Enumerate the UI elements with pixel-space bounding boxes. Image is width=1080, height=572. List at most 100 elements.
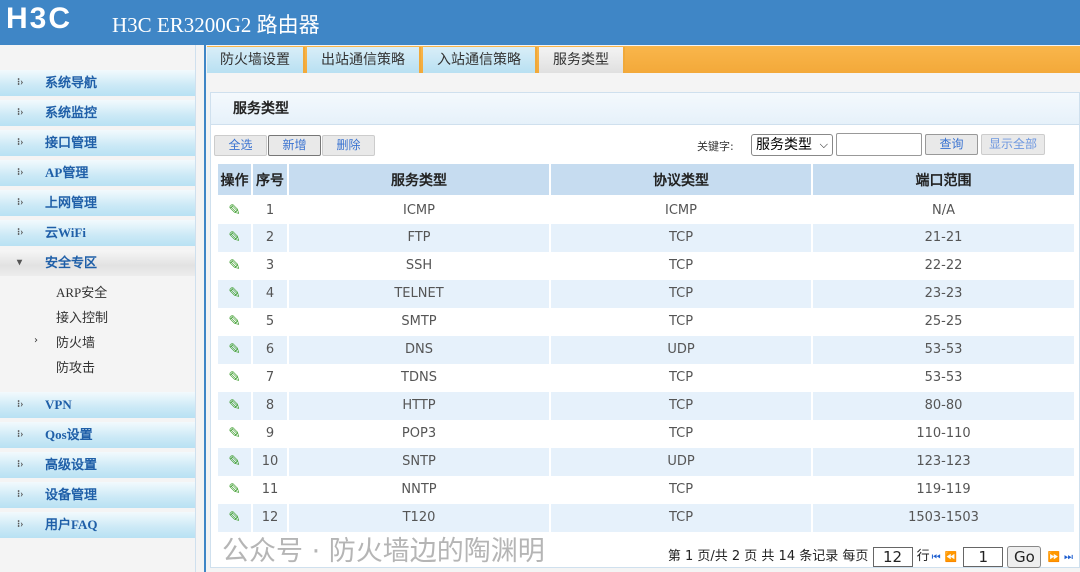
column-header: 端口范围 — [811, 162, 1076, 197]
sidebar-item[interactable]: ⁝› 高级设置 — [0, 452, 195, 478]
edit-pencil-icon[interactable]: ✎ — [228, 256, 241, 274]
edit-pencil-icon[interactable]: ✎ — [228, 480, 241, 498]
table-cell: SMTP — [287, 308, 551, 336]
edit-pencil-icon[interactable]: ✎ — [228, 424, 241, 442]
table-cell: 25-25 — [811, 308, 1076, 336]
table-cell: 21-21 — [811, 224, 1076, 252]
next-page-icon[interactable]: ⏩ — [1047, 552, 1060, 563]
sidebar-item[interactable]: ⁝› 系统导航 — [0, 70, 195, 96]
sidebar-subitem[interactable]: 防攻击 — [56, 360, 96, 375]
edit-pencil-icon[interactable]: ✎ — [228, 340, 241, 358]
prev-page-icon[interactable]: ⏪ — [944, 552, 958, 563]
table-cell: T120 — [287, 504, 551, 532]
tab[interactable]: 出站通信策略 — [307, 47, 421, 73]
edit-pencil-icon[interactable]: ✎ — [228, 452, 241, 470]
arrow-icon: ⁝› — [17, 167, 24, 178]
keyword-select[interactable]: 服务类型 ⌵ — [751, 134, 833, 156]
sidebar-item[interactable]: ⁝› 用户FAQ — [0, 512, 195, 538]
sidebar-item[interactable]: ⁝› 接口管理 — [0, 130, 195, 156]
sidebar-subitem[interactable]: 接入控制 — [56, 310, 109, 325]
sidebar-subitem[interactable]: ARP安全 — [56, 285, 108, 300]
edit-cell: ✎ — [216, 224, 253, 252]
expanded-arrow-icon: ▾ — [17, 257, 23, 268]
edit-cell: ✎ — [216, 252, 253, 280]
watermark: 公众号 · 防火墙边的陶渊明 — [222, 536, 545, 567]
add-button[interactable]: 新增 — [268, 135, 321, 156]
arrow-icon: ⁝› — [17, 429, 24, 440]
table-cell: 9 — [251, 420, 289, 448]
show-all-button[interactable]: 显示全部 — [981, 134, 1045, 155]
tab[interactable]: 服务类型 — [539, 47, 625, 73]
table-row: ✎ 2 FTP TCP 21-21 — [216, 224, 1076, 252]
sidebar-divider — [204, 45, 206, 572]
table-row: ✎ 6 DNS UDP 53-53 — [216, 336, 1076, 364]
tab[interactable]: 防火墙设置 — [207, 47, 305, 73]
edit-cell: ✎ — [216, 392, 253, 420]
sidebar-item[interactable]: ⁝› 系统监控 — [0, 100, 195, 126]
table-row: ✎ 5 SMTP TCP 25-25 — [216, 308, 1076, 336]
sidebar-item[interactable]: ⁝› Qos设置 — [0, 422, 195, 448]
h3c-logo: H3C — [6, 2, 73, 35]
arrow-icon: ⁝› — [17, 107, 24, 118]
keyword-input[interactable] — [836, 133, 922, 156]
edit-cell: ✎ — [216, 336, 253, 364]
sidebar-item[interactable]: ⁝› 上网管理 — [0, 190, 195, 216]
table-cell: 80-80 — [811, 392, 1076, 420]
tab[interactable]: 入站通信策略 — [423, 47, 537, 73]
edit-pencil-icon[interactable]: ✎ — [228, 368, 241, 386]
table-cell: SNTP — [287, 448, 551, 476]
table-cell: 2 — [251, 224, 289, 252]
delete-button[interactable]: 删除 — [322, 135, 375, 156]
table-row: ✎ 10 SNTP UDP 123-123 — [216, 448, 1076, 476]
last-page-icon[interactable]: ⏭ — [1064, 552, 1073, 563]
sidebar-item-label: 用户FAQ — [45, 517, 98, 532]
page-input[interactable]: 1 — [963, 546, 1004, 567]
table-cell: SSH — [287, 252, 551, 280]
edit-pencil-icon[interactable]: ✎ — [228, 508, 241, 526]
table-cell: UDP — [549, 336, 813, 364]
sidebar-item-label: 系统导航 — [45, 75, 98, 90]
arrow-icon: ⁝› — [17, 489, 24, 500]
keyword-label: 关键字: — [697, 140, 734, 153]
search-button[interactable]: 查询 — [925, 134, 978, 155]
sidebar-subitem[interactable]: 防火墙 — [56, 335, 96, 350]
sidebar-item[interactable]: ⁝› VPN — [0, 392, 195, 418]
table-cell: 123-123 — [811, 448, 1076, 476]
arrow-icon: ⁝› — [17, 227, 24, 238]
table-cell: TCP — [549, 364, 813, 392]
edit-pencil-icon[interactable]: ✎ — [228, 200, 241, 219]
keyword-select-value: 服务类型 — [756, 137, 812, 153]
first-page-icon[interactable]: ⏮ — [931, 552, 941, 563]
app-header: H3C H3C ER3200G2 路由器 — [0, 0, 1080, 45]
table-cell: 110-110 — [811, 420, 1076, 448]
table-cell: TCP — [549, 280, 813, 308]
table-header-row: 操作 序号 服务类型 协议类型 端口范围 — [216, 162, 1076, 197]
table-row: ✎ 8 HTTP TCP 80-80 — [216, 392, 1076, 420]
sidebar-item-label: VPN — [45, 397, 72, 412]
sidebar-item-label: 系统监控 — [45, 105, 98, 120]
panel-title: 服务类型 — [211, 93, 1079, 125]
table-cell: UDP — [549, 448, 813, 476]
edit-pencil-icon[interactable]: ✎ — [228, 396, 241, 414]
edit-pencil-icon[interactable]: ✎ — [228, 228, 241, 246]
per-page-input[interactable]: 12 — [872, 546, 913, 567]
sidebar-item[interactable]: ▾ 安全专区 — [0, 250, 195, 276]
sidebar-item[interactable]: ⁝› AP管理 — [0, 160, 195, 186]
edit-pencil-icon[interactable]: ✎ — [228, 284, 241, 302]
sidebar-item-label: 上网管理 — [45, 195, 98, 210]
table-cell: 12 — [251, 504, 289, 532]
table-cell: 7 — [251, 364, 289, 392]
arrow-icon: ⁝› — [17, 197, 24, 208]
select-all-button[interactable]: 全选 — [214, 135, 267, 156]
edit-pencil-icon[interactable]: ✎ — [228, 312, 241, 330]
sidebar-item[interactable]: ⁝› 云WiFi — [0, 220, 195, 246]
column-header: 服务类型 — [287, 162, 551, 197]
sidebar-item[interactable]: ⁝› 设备管理 — [0, 482, 195, 508]
chevron-down-icon: ⌵ — [819, 138, 828, 151]
edit-cell: ✎ — [216, 364, 253, 392]
table-cell: 53-53 — [811, 364, 1076, 392]
sidebar-item-label: 安全专区 — [45, 255, 98, 270]
edit-cell: ✎ — [216, 308, 253, 336]
go-button[interactable]: Go — [1007, 545, 1042, 568]
table-cell: 4 — [251, 280, 289, 308]
